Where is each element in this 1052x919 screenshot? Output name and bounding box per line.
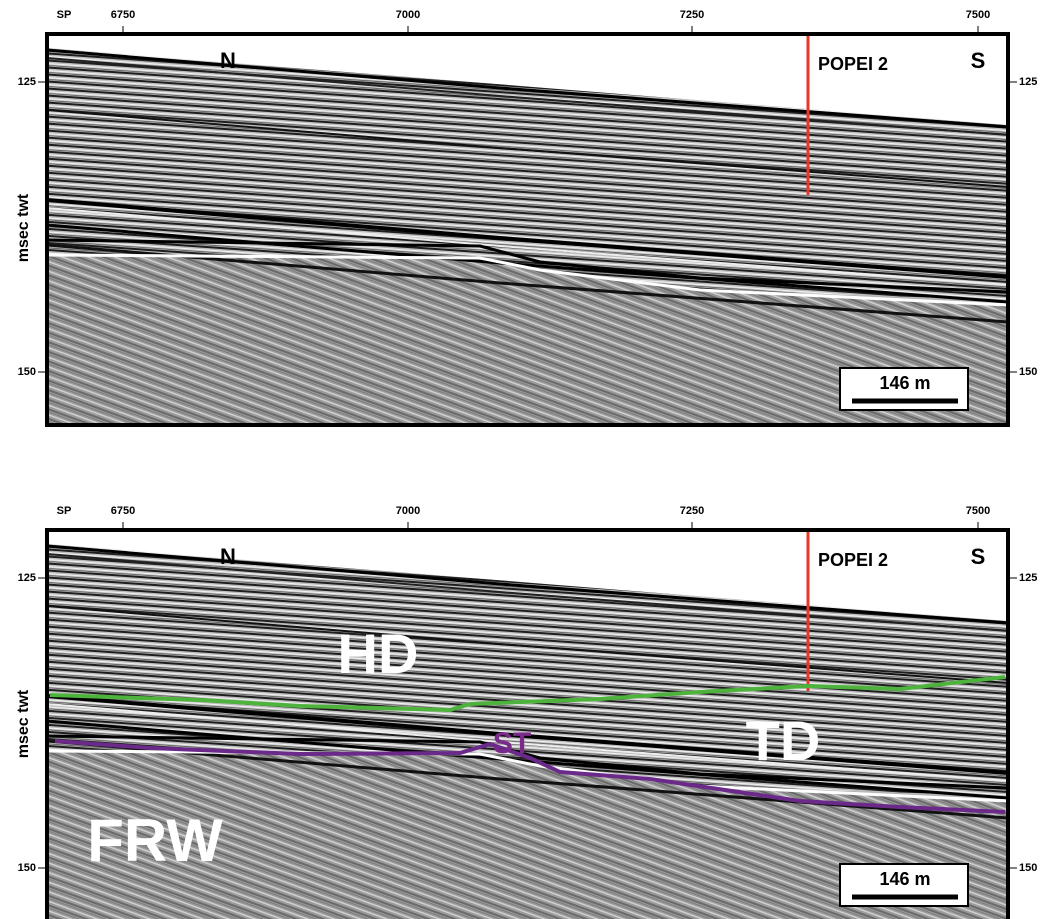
- axis-label: msec twt: [15, 689, 32, 758]
- reflector: [47, 238, 1008, 294]
- reflector: [47, 605, 1008, 684]
- water: [47, 34, 1008, 125]
- frame: [45, 528, 1010, 919]
- reflector: [47, 734, 1008, 790]
- unit-label: HD: [338, 622, 419, 685]
- time-label: 125: [18, 572, 36, 584]
- time-label: 150: [1019, 366, 1037, 378]
- time-label: 125: [1019, 76, 1037, 88]
- reflector: [47, 703, 1008, 782]
- unit-label: TD: [746, 709, 821, 772]
- reflector: [47, 694, 1008, 775]
- time-label: 150: [18, 366, 36, 378]
- water: [47, 530, 1008, 621]
- north-label: N: [220, 48, 236, 73]
- time-label: 150: [1019, 862, 1037, 874]
- shotpoint-label: 7250: [680, 9, 704, 21]
- reflector: [47, 57, 1008, 136]
- basement: [47, 255, 1008, 425]
- horizon-purple: [54, 739, 1006, 814]
- horizon-green: [49, 675, 1006, 713]
- axis-label: msec twt: [15, 193, 32, 262]
- shotpoint-label: 6750: [111, 9, 135, 21]
- seismic-image: [47, 34, 1008, 425]
- seismic-image: [47, 530, 1008, 919]
- time-label: 150: [18, 862, 36, 874]
- scale-label: 146 m: [879, 869, 930, 889]
- shotpoint-label: 6750: [111, 505, 135, 517]
- south-label: S: [971, 48, 986, 73]
- shotpoint-label: 7000: [396, 9, 420, 21]
- shotpoint-label: 7500: [966, 9, 990, 21]
- south-label: S: [971, 544, 986, 569]
- time-label: 125: [18, 76, 36, 88]
- unit-label: ST: [493, 727, 531, 760]
- seismic-panel: SP 6750 7000 7250 7500 125 125 150 150 msec twt N S…: [15, 9, 1037, 427]
- reflector: [47, 48, 1008, 129]
- reflector: [47, 109, 1008, 188]
- sp-label: SP: [57, 9, 72, 21]
- reflector: [47, 544, 1008, 625]
- frame: [45, 32, 1010, 427]
- unit-label: FRW: [87, 807, 223, 874]
- shotpoint-label: 7000: [396, 505, 420, 517]
- reflector: [47, 553, 1008, 632]
- shotpoint-label: 7500: [966, 505, 990, 517]
- well-label: POPEI 2: [818, 54, 888, 74]
- reflector: [47, 253, 1008, 307]
- seismic-panel: HD TD ST FRW SP 6750 7000 7250 7500 125 125 150 150 m…: [15, 505, 1037, 919]
- basement: [47, 751, 1008, 919]
- sp-label: SP: [57, 505, 72, 517]
- reflector: [47, 243, 1008, 324]
- time-label: 125: [1019, 572, 1037, 584]
- scale-label: 146 m: [879, 373, 930, 393]
- north-label: N: [220, 544, 236, 569]
- shotpoint-label: 7250: [680, 505, 704, 517]
- reflector: [47, 207, 1008, 286]
- well-label: POPEI 2: [818, 550, 888, 570]
- reflector: [47, 198, 1008, 279]
